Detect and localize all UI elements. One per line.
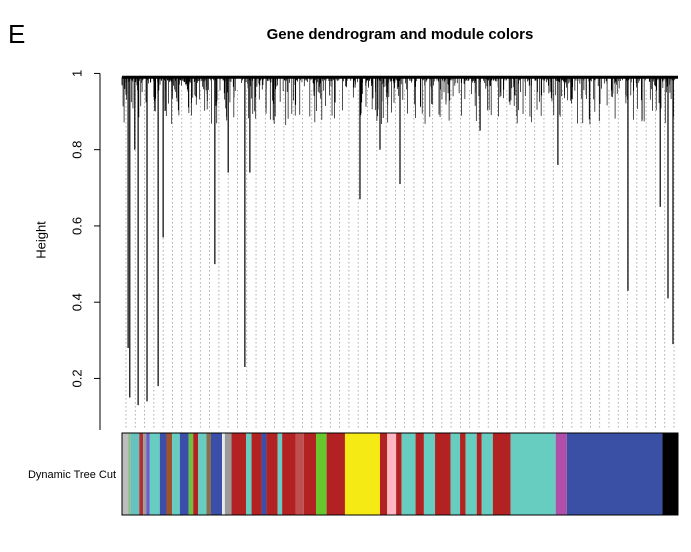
module-segment — [303, 433, 317, 515]
module-segment — [122, 433, 129, 515]
module-segment — [555, 433, 567, 515]
module-segment — [510, 433, 556, 515]
module-segment — [206, 433, 211, 515]
module-segment — [476, 433, 482, 515]
module-segment — [245, 433, 252, 515]
module-segment — [210, 433, 223, 515]
module-segment — [465, 433, 477, 515]
module-segment — [143, 433, 147, 515]
y-tick-label: 0.2 — [69, 369, 84, 387]
module-segment — [166, 433, 173, 515]
module-segment — [396, 433, 402, 515]
module-segment — [261, 433, 267, 515]
module-segment — [130, 433, 140, 515]
y-tick-label: 0.8 — [69, 141, 84, 159]
y-tick-label: 0.4 — [69, 293, 84, 311]
module-segment — [460, 433, 466, 515]
module-segment — [282, 433, 296, 515]
dendrogram-texture — [121, 77, 676, 430]
module-segment — [450, 433, 461, 515]
module-bar-frame — [121, 432, 679, 516]
module-segment — [222, 433, 225, 515]
y-axis-label: Height — [33, 221, 48, 259]
module-segment — [188, 433, 194, 515]
module-segment — [435, 433, 451, 515]
chart-title: Gene dendrogram and module colors — [267, 26, 534, 43]
module-segment — [415, 433, 424, 515]
row-label: Dynamic Tree Cut — [28, 469, 116, 481]
module-segment — [662, 433, 678, 515]
module-segment — [139, 433, 144, 515]
module-segment — [387, 433, 397, 515]
module-segment — [326, 433, 345, 515]
module-segment — [159, 433, 167, 515]
y-tick-label: 1 — [69, 70, 84, 77]
module-segment — [193, 433, 199, 515]
module-segment — [379, 433, 388, 515]
module-segment — [146, 433, 150, 515]
module-segment — [423, 433, 436, 515]
module-segment — [344, 433, 380, 515]
module-segment — [277, 433, 283, 515]
module-segment — [172, 433, 180, 515]
module-segment — [316, 433, 327, 515]
module-segment — [198, 433, 207, 515]
module-segment — [251, 433, 262, 515]
y-tick-label: 0.6 — [69, 217, 84, 235]
module-segment — [266, 433, 278, 515]
module-segment — [566, 433, 663, 515]
module-segment — [224, 433, 232, 515]
module-segment — [128, 433, 131, 515]
module-segment — [179, 433, 189, 515]
module-segment — [492, 433, 511, 515]
module-segment — [481, 433, 493, 515]
module-segment — [401, 433, 416, 515]
module-segment — [295, 433, 304, 515]
module-segment — [149, 433, 160, 515]
module-segment — [231, 433, 246, 515]
panel-label: E — [8, 19, 25, 49]
